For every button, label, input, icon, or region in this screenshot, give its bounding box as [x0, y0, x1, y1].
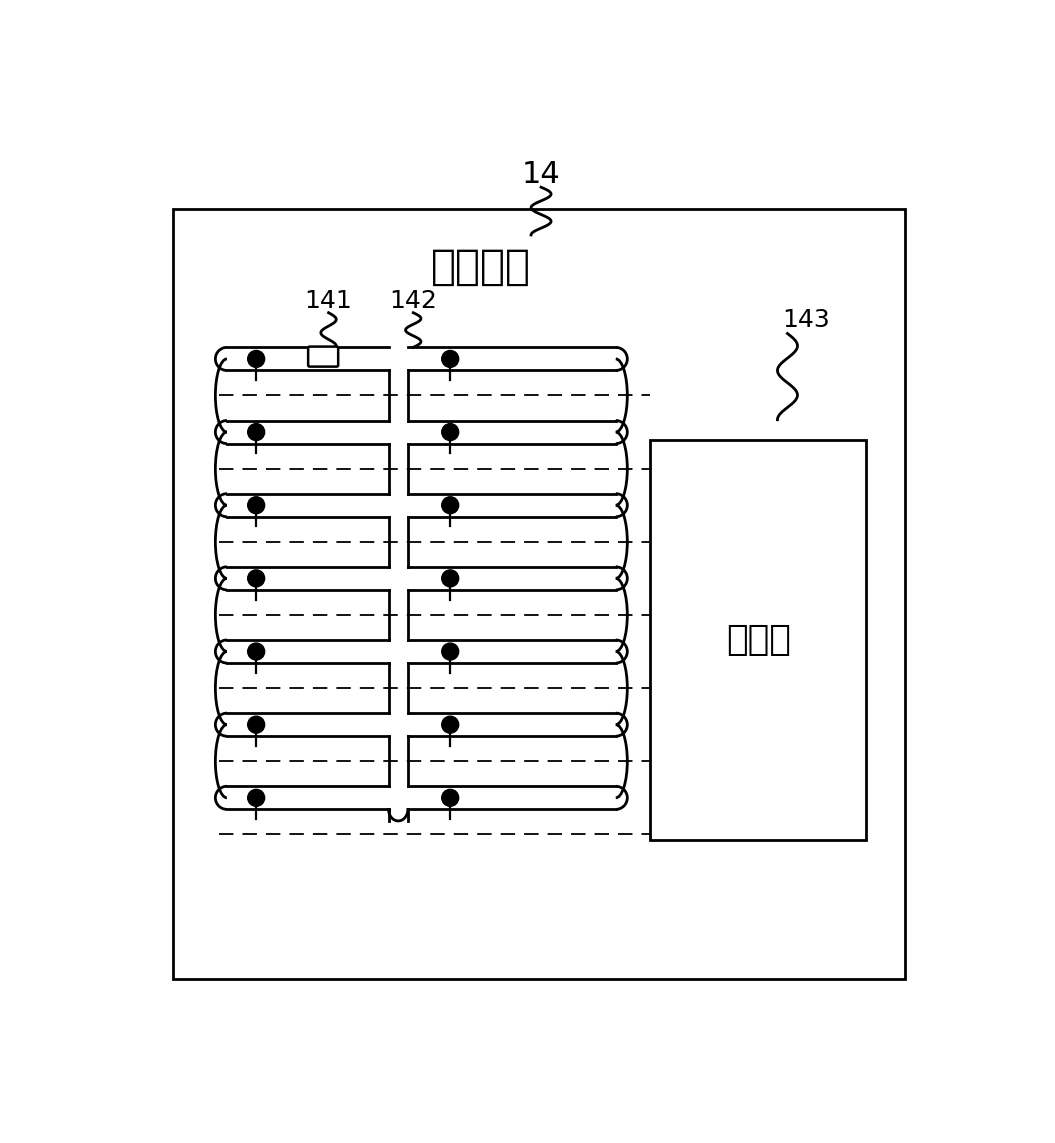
Text: 通讯器: 通讯器: [726, 623, 790, 657]
Circle shape: [442, 570, 459, 586]
Circle shape: [442, 497, 459, 513]
Bar: [651, 440, 866, 840]
Circle shape: [442, 790, 459, 806]
Circle shape: [442, 351, 459, 367]
Text: 操控模块: 操控模块: [431, 246, 531, 288]
Circle shape: [248, 717, 265, 733]
Circle shape: [248, 570, 265, 586]
Text: 142: 142: [389, 289, 437, 313]
Bar: [173, 209, 904, 978]
Text: 143: 143: [782, 309, 830, 333]
Circle shape: [248, 424, 265, 440]
Circle shape: [442, 644, 459, 660]
Text: 14: 14: [521, 160, 560, 189]
Text: 141: 141: [305, 289, 352, 313]
FancyBboxPatch shape: [308, 346, 339, 367]
Circle shape: [442, 424, 459, 440]
Circle shape: [248, 644, 265, 660]
Circle shape: [442, 717, 459, 733]
Circle shape: [248, 790, 265, 806]
Circle shape: [248, 351, 265, 367]
Circle shape: [248, 497, 265, 513]
